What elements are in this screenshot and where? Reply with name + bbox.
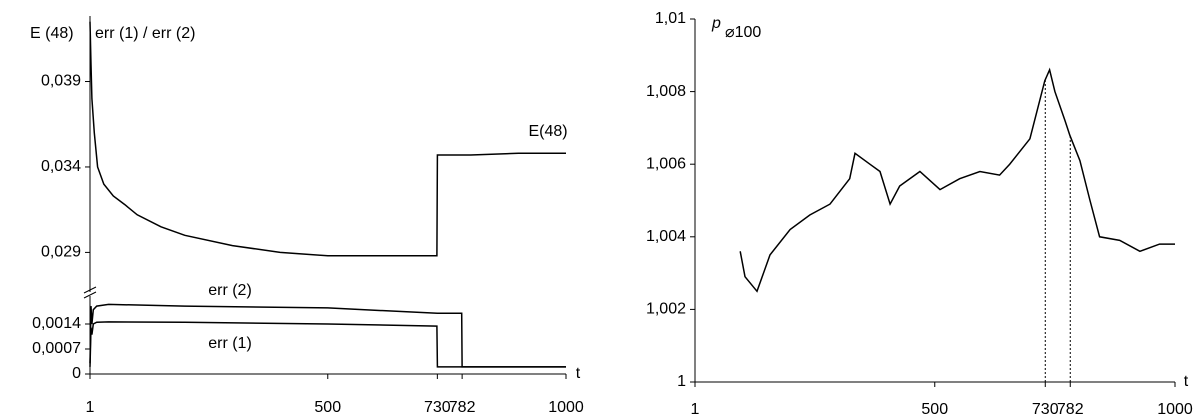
y-tick-label: 0,039 [41, 73, 81, 90]
y-tick-label: 0 [72, 365, 81, 382]
y-tick-label: 0,029 [41, 244, 81, 261]
series-label: err (2) [208, 282, 252, 299]
x-axis-label: t [1184, 373, 1189, 390]
y-axis-label: E (48) [30, 25, 74, 42]
x-axis-label: t [576, 365, 581, 382]
y-tick-label: 1,01 [655, 10, 686, 27]
y-tick-label: 0,0007 [32, 340, 81, 357]
y-tick-label: 1,002 [646, 301, 686, 318]
series-label: err (1) [208, 335, 252, 352]
x-tick-label: 730 [424, 399, 451, 416]
y-axis-label: p [711, 15, 721, 32]
series-label: E(48) [528, 123, 567, 140]
x-tick-label: 1 [86, 399, 95, 416]
y-tick-label: 1,008 [646, 83, 686, 100]
x-tick-label: 782 [449, 399, 476, 416]
y-tick-label: 0,034 [41, 158, 81, 175]
x-tick-label: 500 [314, 399, 341, 416]
x-tick-label: 782 [1057, 401, 1084, 418]
series-line [89, 21, 566, 257]
y-tick-label: 1,004 [646, 228, 686, 245]
x-tick-label: 730 [1032, 401, 1059, 418]
series-line [739, 67, 1175, 293]
y-axis-label: err (1) / err (2) [95, 25, 195, 42]
x-tick-label: 1000 [548, 399, 584, 416]
series-line [89, 303, 566, 368]
y-tick-label: 1,006 [646, 155, 686, 172]
series-line [89, 321, 566, 368]
y-tick-label: 0,0014 [32, 315, 81, 332]
x-tick-label: 1 [691, 401, 700, 418]
x-tick-label: 1000 [1157, 401, 1193, 418]
y-tick-label: 1 [677, 373, 686, 390]
x-tick-label: 500 [921, 401, 948, 418]
y-axis-label-sub: ⌀100 [725, 24, 761, 41]
